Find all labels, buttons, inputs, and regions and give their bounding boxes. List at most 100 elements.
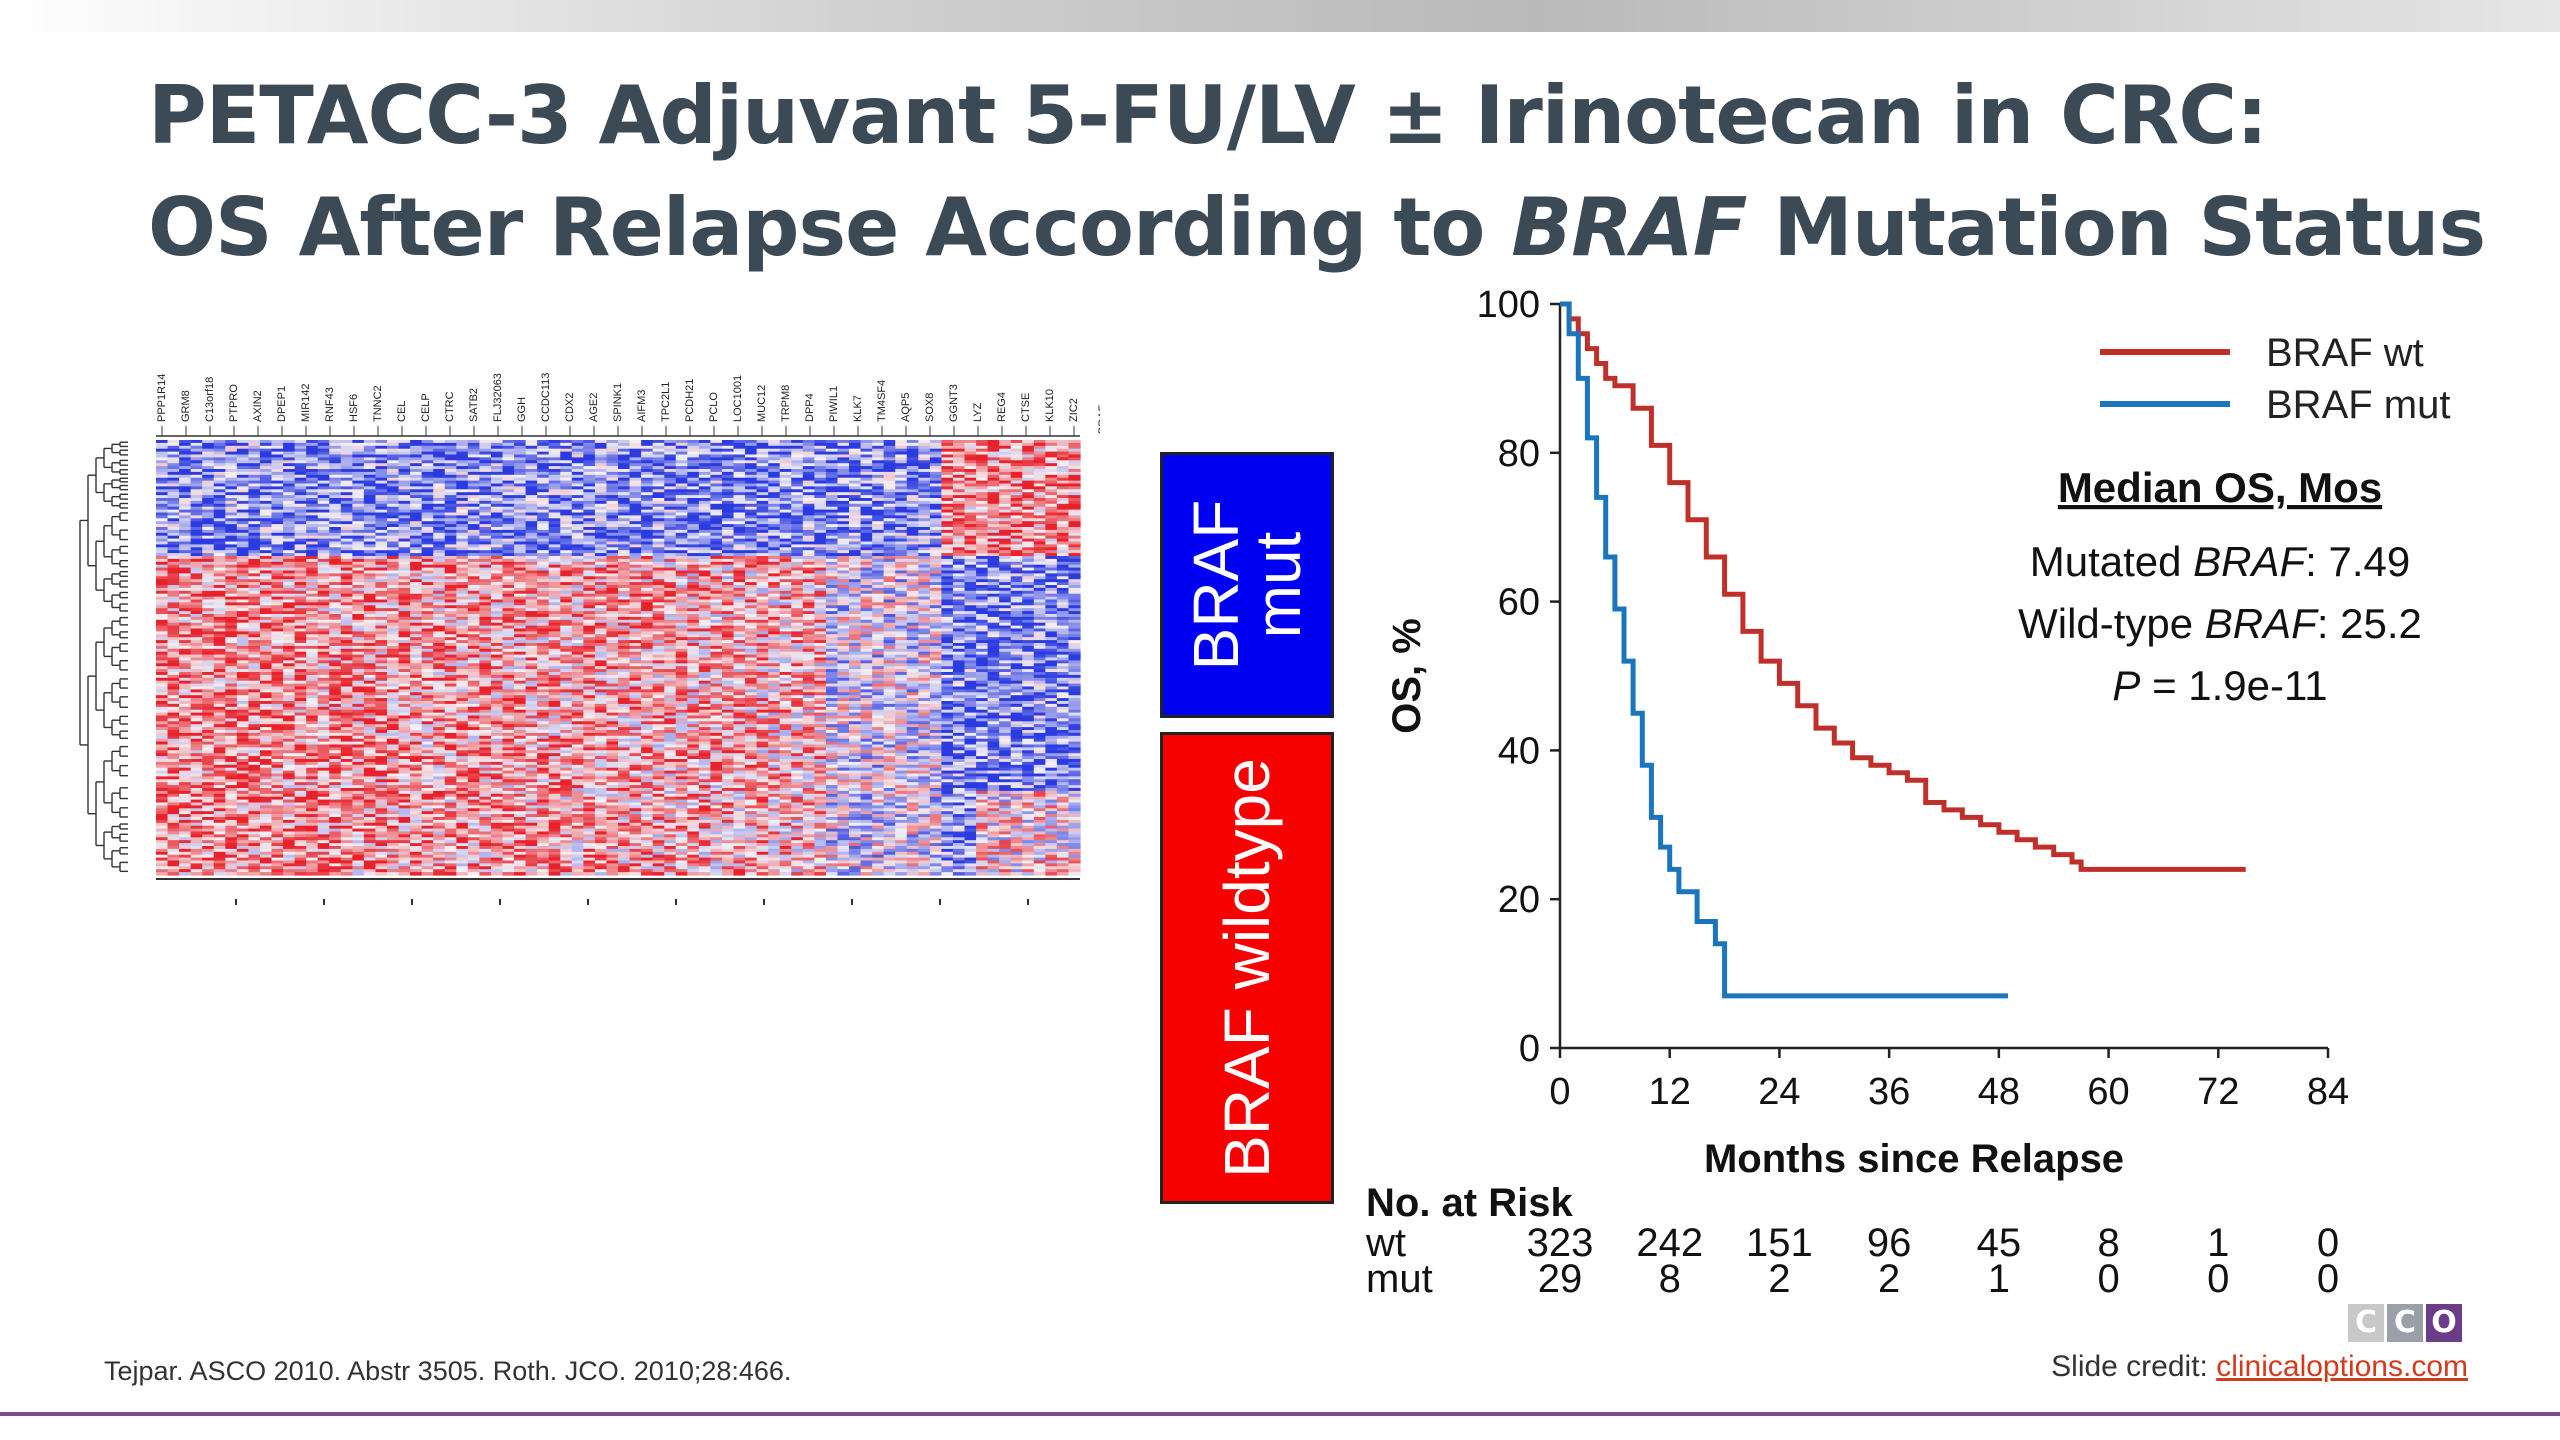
heatmap-cell xyxy=(525,445,538,450)
heatmap-cell xyxy=(225,457,238,461)
heatmap-cell xyxy=(352,495,365,499)
heatmap-cell xyxy=(987,457,1000,461)
heatmap-cell xyxy=(294,448,307,453)
heatmap-cell xyxy=(560,477,573,482)
heatmap-cell xyxy=(548,524,561,528)
heatmap-cell xyxy=(398,454,411,458)
heatmap-cell xyxy=(433,442,446,447)
heatmap-cell xyxy=(502,460,515,464)
heatmap-cell xyxy=(652,454,665,458)
heatmap-cell xyxy=(352,466,365,470)
heatmap-cell xyxy=(375,445,388,450)
heatmap-cell xyxy=(895,486,908,490)
heatmap-cell xyxy=(825,515,839,519)
heatmap-cell xyxy=(1056,509,1070,514)
heatmap-cell xyxy=(329,451,342,456)
heatmap-cell xyxy=(1022,442,1035,447)
heatmap-cell xyxy=(641,524,654,528)
heatmap-cell xyxy=(964,474,977,479)
heatmap-cell xyxy=(352,486,365,490)
heatmap-cell xyxy=(317,521,330,525)
heatmap-cell xyxy=(802,466,815,470)
heatmap-cell xyxy=(1045,498,1058,502)
heatmap-cell xyxy=(710,492,723,496)
heatmap-cell xyxy=(906,469,919,473)
heatmap-cell xyxy=(618,477,631,482)
heatmap-cell xyxy=(999,442,1012,447)
heatmap-cell xyxy=(190,509,203,514)
heatmap-cell xyxy=(317,503,330,508)
heatmap-cell xyxy=(745,480,758,485)
heatmap-cell xyxy=(883,448,896,453)
heatmap-cell xyxy=(606,506,619,511)
heatmap-cell xyxy=(156,463,169,467)
heatmap-cell xyxy=(560,471,573,476)
heatmap-cell xyxy=(987,454,1000,458)
heatmap-cell xyxy=(283,483,296,487)
heatmap-cell xyxy=(745,515,758,519)
heatmap-cell xyxy=(190,477,203,482)
heatmap-cell xyxy=(710,477,723,482)
heatmap-cell xyxy=(490,480,504,485)
heatmap-cell xyxy=(675,483,688,487)
heatmap-cell xyxy=(860,498,873,502)
heatmap-cell xyxy=(987,489,1000,493)
heatmap-cell xyxy=(768,509,781,514)
heatmap-cell xyxy=(779,509,792,514)
heatmap-cell xyxy=(918,466,931,470)
heatmap-cell xyxy=(883,474,896,479)
heatmap-cell xyxy=(167,524,180,528)
heatmap-cell xyxy=(410,495,423,499)
heatmap-cell xyxy=(664,466,677,470)
heatmap-cell xyxy=(652,495,665,499)
heatmap-cell xyxy=(1010,469,1023,473)
heatmap-cell xyxy=(791,527,804,531)
heatmap-cell xyxy=(802,469,815,473)
heatmap-cell xyxy=(675,454,688,458)
heatmap-cell xyxy=(571,512,584,516)
heatmap-cell xyxy=(329,509,342,514)
heatmap-cell xyxy=(537,454,550,458)
heatmap-cell xyxy=(537,440,550,444)
heatmap-cell xyxy=(675,529,688,534)
heatmap-cell xyxy=(987,466,1000,470)
heatmap-cell xyxy=(721,483,735,487)
heatmap-cell xyxy=(849,489,862,493)
heatmap-cell xyxy=(271,474,284,479)
heatmap-cell xyxy=(837,509,850,514)
heatmap-cell xyxy=(721,451,735,456)
heatmap-cell xyxy=(490,503,504,508)
heatmap-cell xyxy=(721,518,735,522)
heatmap-cell xyxy=(618,521,631,525)
heatmap-cell xyxy=(571,521,584,525)
heatmap-cell xyxy=(1068,474,1081,479)
heatmap-cell xyxy=(213,457,226,461)
heatmap-cell xyxy=(329,463,342,467)
heatmap-cell xyxy=(271,529,284,534)
heatmap-cell xyxy=(525,474,538,479)
heatmap-cell xyxy=(849,498,862,502)
heatmap-cell xyxy=(502,471,515,476)
heatmap-cell xyxy=(745,509,758,514)
heatmap-cell xyxy=(698,448,711,453)
heatmap-cell xyxy=(259,480,273,485)
heatmap-cell xyxy=(1068,518,1081,522)
heatmap-cell xyxy=(594,457,608,461)
heatmap-cell xyxy=(317,474,330,479)
heatmap-cell xyxy=(1010,466,1023,470)
heatmap-cell xyxy=(791,442,804,447)
heatmap-cell xyxy=(236,512,249,516)
heatmap-cell xyxy=(363,445,377,450)
heatmap-cell xyxy=(583,518,596,522)
heatmap-cell xyxy=(202,483,215,487)
heatmap-cell xyxy=(1068,529,1081,534)
heatmap-cell xyxy=(202,500,215,505)
heatmap-cell xyxy=(999,529,1012,534)
heatmap-cell xyxy=(906,445,919,450)
heatmap-cell xyxy=(248,509,261,514)
heatmap-cell xyxy=(779,480,792,485)
heatmap-cell xyxy=(236,460,249,464)
heatmap-cell xyxy=(179,529,192,534)
heatmap-cell xyxy=(675,486,688,490)
heatmap-cell xyxy=(502,457,515,461)
